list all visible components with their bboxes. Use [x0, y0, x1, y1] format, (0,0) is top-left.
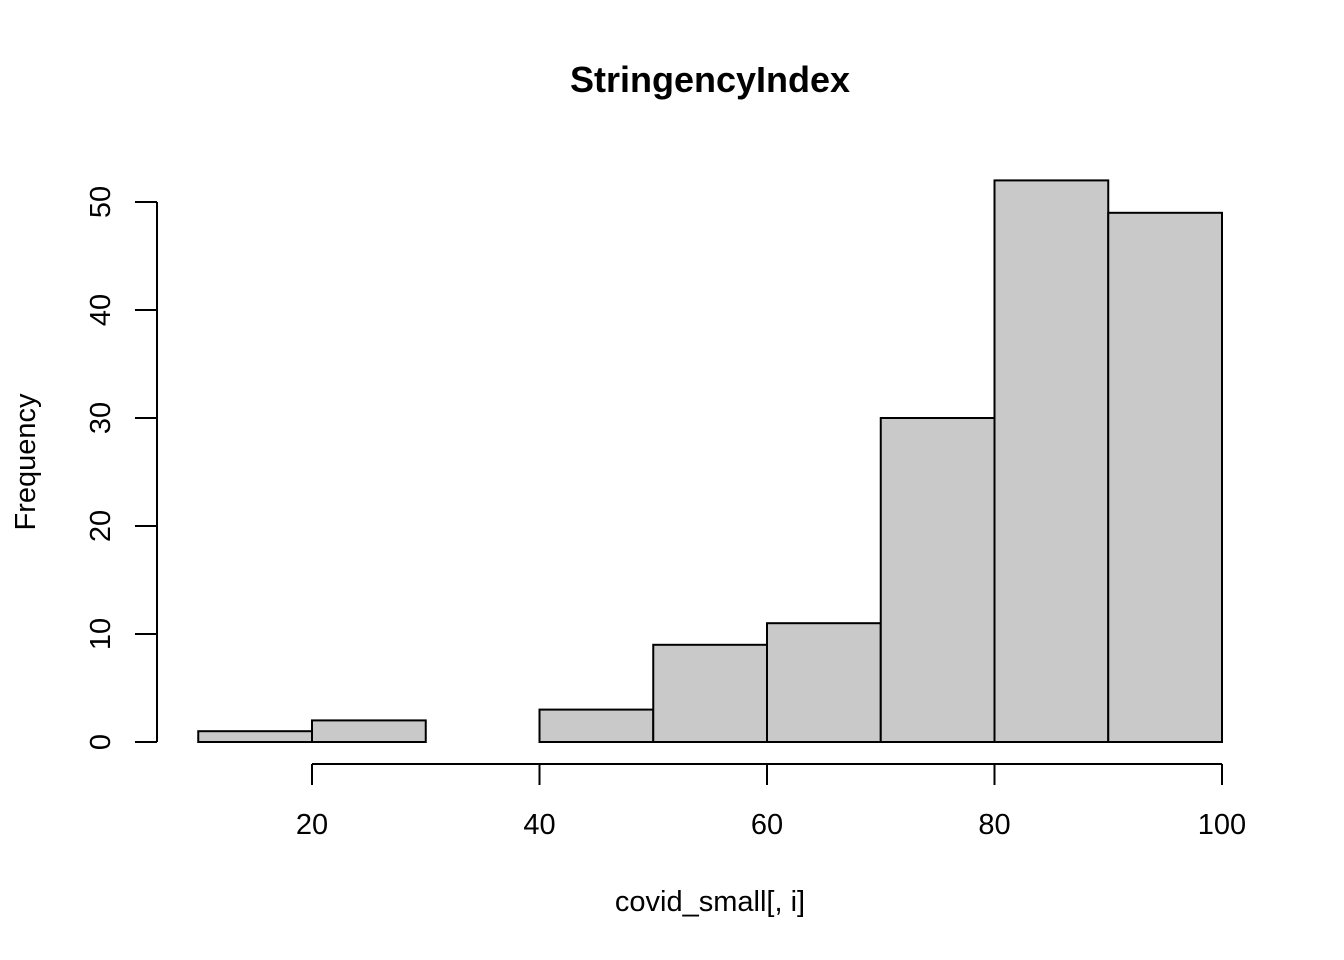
- x-tick-label-60: 60: [751, 809, 783, 841]
- histogram-bar-60-70: [766, 622, 882, 744]
- x-tick-label-100: 100: [1198, 809, 1246, 841]
- y-tick-label-20: 20: [85, 510, 117, 542]
- histogram-bar-80-90: [993, 179, 1110, 743]
- histogram-bar-50-60: [652, 643, 768, 743]
- y-axis: 0 10 20 30 40 50: [85, 186, 158, 750]
- histogram-bar-20-30: [311, 719, 427, 744]
- y-tick-label-40: 40: [85, 294, 117, 326]
- y-tick-label-10: 10: [85, 618, 117, 650]
- histogram-bar-10-20: [197, 730, 313, 744]
- chart-title: StringencyIndex: [570, 59, 850, 100]
- histogram-bar-40-50: [538, 708, 655, 743]
- x-axis: 20 40 60 80 100: [296, 763, 1246, 841]
- y-tick-label-50: 50: [85, 186, 117, 218]
- x-tick-label-20: 20: [296, 809, 328, 841]
- x-axis-label: covid_small[, i]: [615, 886, 805, 918]
- bars-group: [197, 179, 1223, 744]
- x-tick-label-40: 40: [523, 809, 555, 841]
- y-tick-label-0: 0: [85, 734, 117, 750]
- x-tick-label-80: 80: [978, 809, 1010, 841]
- y-tick-label-30: 30: [85, 402, 117, 434]
- y-axis-label: Frequency: [10, 393, 42, 531]
- histogram-bar-70-80: [879, 417, 996, 743]
- histogram-bar-90-100: [1107, 211, 1223, 744]
